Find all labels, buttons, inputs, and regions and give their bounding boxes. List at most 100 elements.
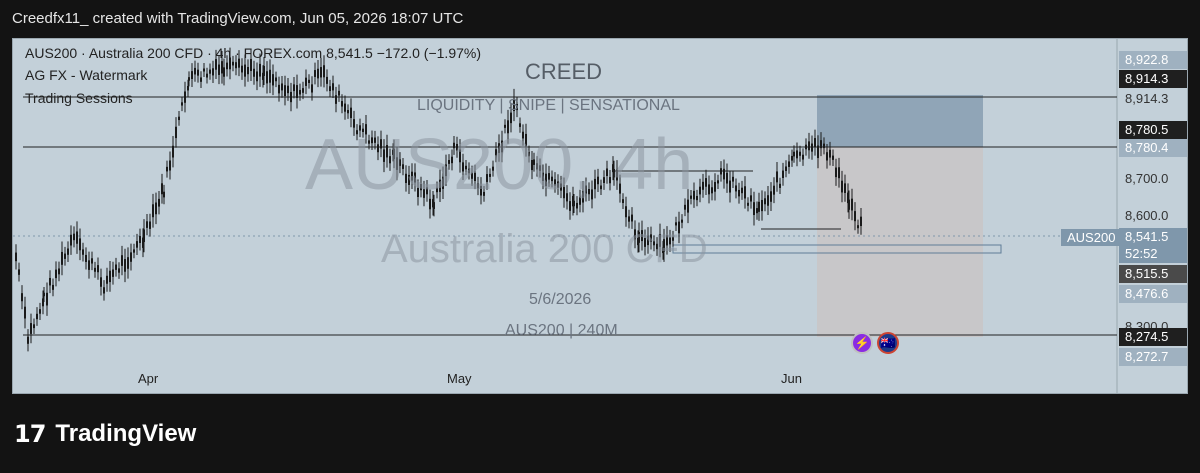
candle-body <box>106 275 108 284</box>
candle-body <box>436 187 438 193</box>
candle-body <box>576 202 578 209</box>
candlestick-chart[interactable] <box>13 39 1188 394</box>
watermark-tagline: LIQUIDITY | SNIPE | SENSATIONAL <box>417 97 680 114</box>
candle-body <box>97 265 99 273</box>
candle-body <box>510 112 512 124</box>
candle-body <box>625 206 627 218</box>
candle-body <box>814 138 816 148</box>
candle-body <box>130 252 132 262</box>
candle-body <box>669 237 671 245</box>
candle-body <box>785 166 787 171</box>
candle-body <box>161 183 163 195</box>
candle-body <box>296 85 298 98</box>
candle-body <box>708 184 710 195</box>
candle-body <box>194 67 196 75</box>
candle-body <box>399 159 401 166</box>
candle-body <box>152 204 154 218</box>
date-label-may: May <box>447 371 472 386</box>
chart-pane[interactable]: AUS200 · Australia 200 CFD · 4h · FOREX.… <box>12 38 1188 394</box>
candle-body <box>212 68 214 76</box>
candle-body <box>471 172 473 179</box>
candle-body <box>317 68 319 79</box>
candle-body <box>24 306 26 319</box>
candle-body <box>528 151 530 157</box>
candle-body <box>838 167 840 179</box>
candle-body <box>402 164 404 169</box>
candle-body <box>429 198 431 210</box>
price-axis-label: 8,274.5 <box>1119 328 1187 346</box>
candle-body <box>756 208 758 214</box>
candle-body <box>39 309 41 314</box>
candle-body <box>606 168 608 177</box>
footer-branding: 17 TradingView <box>14 420 196 448</box>
candle-body <box>531 160 533 171</box>
candle-body <box>776 171 778 183</box>
candle-body <box>644 237 646 247</box>
indicator-watermark[interactable]: AG FX - Watermark <box>25 67 148 83</box>
candle-body <box>820 140 822 149</box>
candle-body <box>823 143 825 149</box>
candle-body <box>516 103 518 111</box>
candle-body <box>705 178 707 187</box>
date-label-apr: Apr <box>138 371 159 386</box>
candle-body <box>305 77 307 86</box>
candle-body <box>172 145 174 158</box>
candle-body <box>851 198 853 211</box>
date-label-jun: Jun <box>781 371 802 386</box>
candle-body <box>433 202 435 209</box>
watermark-symbol: AUS200, 4h <box>305 125 694 205</box>
candle-body <box>82 249 84 255</box>
candle-body <box>169 160 171 171</box>
candle-body <box>741 187 743 194</box>
candle-body <box>76 231 78 244</box>
candle-body <box>764 198 766 205</box>
candle-body <box>696 195 698 201</box>
price-axis-label: 52:52 <box>1119 245 1187 263</box>
candle-body <box>414 172 416 183</box>
candle-body <box>477 183 479 189</box>
candle-body <box>773 185 775 195</box>
candle-body <box>197 69 199 76</box>
candle-body <box>272 74 274 86</box>
candle-body <box>209 69 211 74</box>
candle-body <box>88 260 90 270</box>
candle-body <box>36 313 38 320</box>
candle-body <box>377 144 379 153</box>
candle-body <box>456 143 458 151</box>
candle-body <box>335 95 337 104</box>
australia-flag-icon[interactable]: 🇦🇺 <box>877 332 899 354</box>
price-axis-label: 8,914.3 <box>1125 91 1169 106</box>
price-axis-label: 8,780.5 <box>1119 121 1187 139</box>
symbol-legend[interactable]: AUS200 · Australia 200 CFD · 4h · FOREX.… <box>25 45 481 61</box>
candle-body <box>647 235 649 246</box>
candle-body <box>287 85 289 94</box>
candle-body <box>522 131 524 139</box>
candle-body <box>767 195 769 206</box>
candle-body <box>860 216 862 227</box>
candle-body <box>714 182 716 192</box>
candle-body <box>314 70 316 77</box>
candle-body <box>302 88 304 93</box>
candle-body <box>622 199 624 204</box>
candle-body <box>619 183 621 194</box>
candle-body <box>244 64 246 77</box>
flash-event-icon[interactable]: ⚡ <box>851 332 873 354</box>
candle-body <box>486 174 488 182</box>
indicator-trading-sessions[interactable]: Trading Sessions <box>25 90 133 106</box>
candle-body <box>539 165 541 171</box>
candle-body <box>761 199 763 212</box>
candle-body <box>735 185 737 192</box>
price-axis-label: 8,780.4 <box>1119 139 1187 157</box>
price-axis-label: 8,600.0 <box>1125 208 1169 223</box>
candle-body <box>323 65 325 78</box>
candle-body <box>650 234 652 242</box>
candle-body <box>557 181 559 188</box>
candle-body <box>368 140 370 144</box>
page-title: Creedfx11_ created with TradingView.com,… <box>12 10 464 27</box>
candle-body <box>453 142 455 149</box>
candle-body <box>659 234 661 247</box>
candle-body <box>396 157 398 170</box>
candle-body <box>554 179 556 186</box>
candle-body <box>641 230 643 242</box>
candle-body <box>332 83 334 91</box>
